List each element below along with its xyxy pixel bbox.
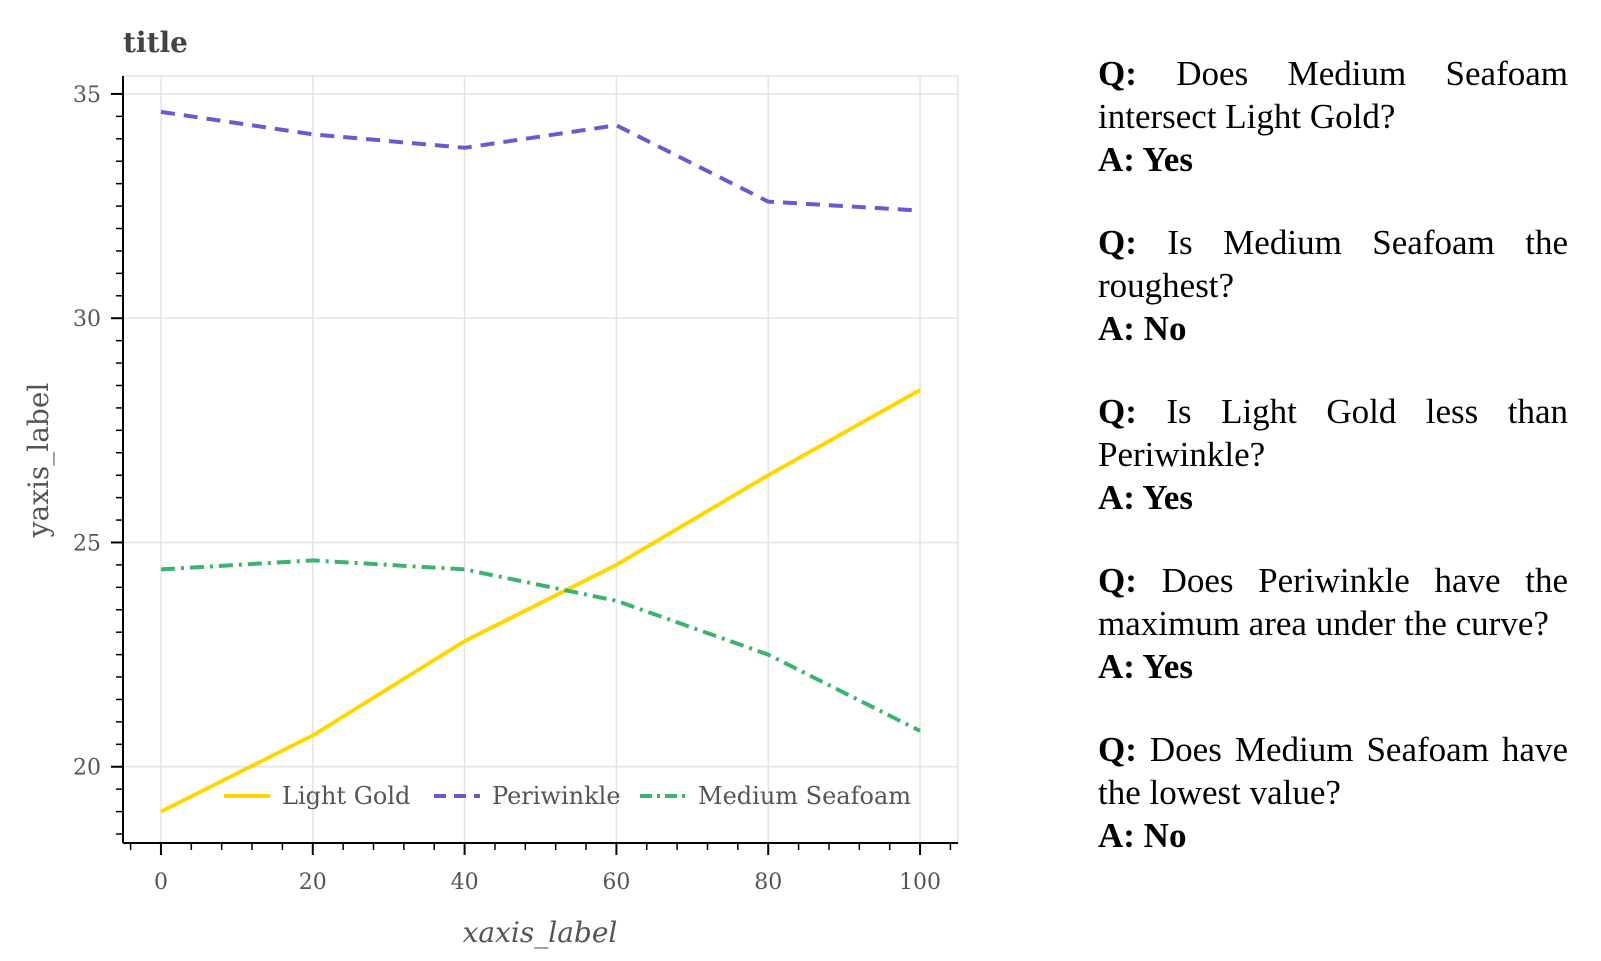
qa-item: Q: Is Medium Seafoam the roughest? A: No — [1098, 221, 1568, 350]
qa-question-prefix: Q: — [1098, 54, 1137, 93]
qa-answer: A: No — [1098, 309, 1187, 348]
qa-answer: A: Yes — [1098, 647, 1193, 686]
x-tick-label: 20 — [299, 870, 327, 895]
axes: 0 20 40 60 80 100 20 25 30 35 — [73, 76, 958, 895]
chart-title: title — [123, 26, 188, 59]
legend-label-2: Medium Seafoam — [698, 782, 911, 810]
qa-item: Q: Does Periwinkle have the maximum area… — [1098, 559, 1568, 688]
qa-item: Q: Does Medium Seafoam have the lowest v… — [1098, 728, 1568, 857]
line-chart: title 0 20 40 60 80 100 20 25 30 35 Light Gold Per… — [22, 26, 959, 949]
y-tick-label: 20 — [73, 756, 101, 781]
qa-question-text: Does Medium Seafoam have the lowest valu… — [1098, 730, 1568, 812]
qa-answer: A: Yes — [1098, 478, 1193, 517]
x-axis-label: xaxis_label — [463, 916, 618, 949]
qa-question-text: Does Periwinkle have the maximum area un… — [1098, 561, 1569, 643]
qa-question-prefix: Q: — [1098, 561, 1137, 600]
legend: Light Gold Periwinkle Medium Seafoam — [224, 782, 911, 810]
legend-label-1: Periwinkle — [492, 782, 621, 810]
qa-question: Q: Does Periwinkle have the maximum area… — [1098, 559, 1568, 645]
x-tick-label: 100 — [899, 870, 941, 895]
series-lines — [160, 109, 921, 814]
qa-item: Q: Is Light Gold less than Periwinkle? A:… — [1098, 390, 1568, 519]
qa-question-text: Is Medium Seafoam the roughest? — [1098, 223, 1569, 305]
series-line-0 — [160, 388, 921, 814]
qa-item: Q: Does Medium Seafoam intersect Light G… — [1098, 52, 1568, 181]
plot-frame — [122, 75, 959, 844]
qa-question-prefix: Q: — [1098, 223, 1137, 262]
qa-question: Q: Is Medium Seafoam the roughest? — [1098, 221, 1568, 307]
series-line-1 — [160, 109, 921, 213]
qa-question-prefix: Q: — [1098, 392, 1137, 431]
qa-panel: Q: Does Medium Seafoam intersect Light G… — [1098, 52, 1568, 897]
x-tick-label: 40 — [451, 870, 479, 895]
y-tick-label: 35 — [73, 83, 101, 108]
qa-question: Q: Does Medium Seafoam have the lowest v… — [1098, 728, 1568, 814]
qa-answer: A: No — [1098, 816, 1187, 855]
qa-answer: A: Yes — [1098, 140, 1193, 179]
qa-question: Q: Does Medium Seafoam intersect Light G… — [1098, 52, 1568, 138]
x-tick-label: 60 — [602, 870, 630, 895]
y-axis-label: yaxis_label — [22, 383, 55, 539]
legend-label-0: Light Gold — [282, 782, 410, 810]
x-tick-label: 80 — [754, 870, 782, 895]
series-line-2 — [160, 558, 921, 733]
qa-question-text: Does Medium Seafoam intersect Light Gold… — [1098, 54, 1568, 136]
x-tick-label: 0 — [154, 870, 168, 895]
qa-question-text: Is Light Gold less than Periwinkle? — [1098, 392, 1568, 474]
qa-question: Q: Is Light Gold less than Periwinkle? — [1098, 390, 1568, 476]
qa-question-prefix: Q: — [1098, 730, 1137, 769]
y-tick-label: 30 — [73, 307, 101, 332]
y-tick-label: 25 — [73, 531, 101, 556]
grid — [122, 75, 959, 844]
